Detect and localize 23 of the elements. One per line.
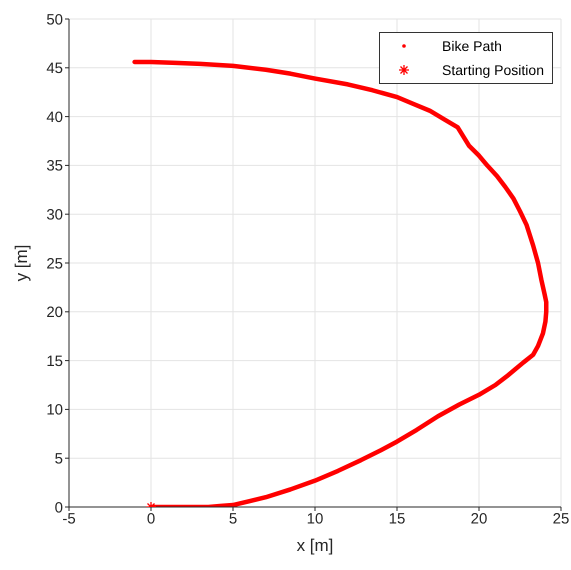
x-tick-label: 10 <box>306 510 324 528</box>
x-tick-label: 20 <box>470 510 488 528</box>
y-tick-label: 5 <box>54 450 63 468</box>
x-tick-label: -5 <box>62 510 76 528</box>
y-tick-label: 25 <box>46 255 63 272</box>
x-tick-label: 0 <box>146 510 156 528</box>
y-tick-label: 30 <box>46 206 63 224</box>
legend-label: Starting Position <box>442 62 544 78</box>
x-tick-label: 5 <box>228 510 238 528</box>
y-axis-title: y [m] <box>12 244 32 282</box>
y-tick-label: 50 <box>46 11 63 28</box>
x-tick-label: 25 <box>552 510 570 528</box>
y-tick-label: 40 <box>46 108 63 126</box>
line-series <box>132 60 548 507</box>
x-tick-label: 15 <box>388 510 406 528</box>
y-tick-label: 35 <box>46 158 63 175</box>
x-axis-title: x [m] <box>296 536 334 555</box>
y-tick-label: 20 <box>46 304 63 322</box>
y-tick-label: 45 <box>46 60 63 78</box>
y-tick-label: 10 <box>46 402 63 419</box>
y-tick-label: 0 <box>54 499 63 516</box>
y-tick-label: 15 <box>46 352 63 370</box>
text: Bike Path <box>442 38 502 54</box>
